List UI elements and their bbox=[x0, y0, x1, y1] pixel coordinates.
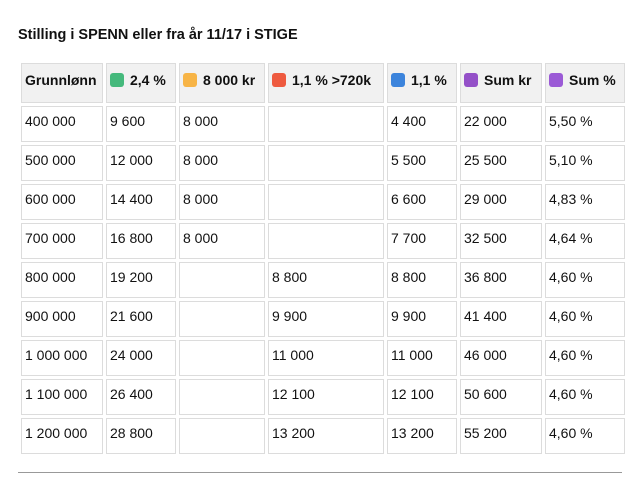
table-cell: 4,64 % bbox=[545, 223, 625, 259]
header-cell: 1,1 % bbox=[387, 63, 457, 103]
table-cell: 55 200 bbox=[460, 418, 542, 454]
header-cell: Grunnlønn bbox=[21, 63, 103, 103]
table-cell: 1 200 000 bbox=[21, 418, 103, 454]
table-cell: 700 000 bbox=[21, 223, 103, 259]
table-cell bbox=[179, 301, 265, 337]
header-text: 1,1 % >720k bbox=[292, 72, 372, 88]
table-cell: 5 500 bbox=[387, 145, 457, 181]
table-cell: 9 900 bbox=[387, 301, 457, 337]
table-cell: 28 800 bbox=[106, 418, 176, 454]
table-cell: 8 000 bbox=[179, 145, 265, 181]
icon bbox=[391, 73, 405, 87]
table-cell: 4,83 % bbox=[545, 184, 625, 220]
table-row: 500 000 12 000 8 000 5 500 25 500 5,10 % bbox=[21, 145, 625, 181]
table-cell: 50 600 bbox=[460, 379, 542, 415]
table-cell bbox=[179, 379, 265, 415]
header-cell: 1,1 % >720k bbox=[268, 63, 384, 103]
table-cell: 32 500 bbox=[460, 223, 542, 259]
table-cell: 500 000 bbox=[21, 145, 103, 181]
table-cell: 41 400 bbox=[460, 301, 542, 337]
header-text: Grunnlønn bbox=[25, 72, 97, 88]
table-cell: 11 000 bbox=[387, 340, 457, 376]
header-row: Grunnlønn 2,4 % 8 000 kr 1,1 % >720k 1,1… bbox=[21, 63, 625, 103]
table-row: 800 000 19 200 8 800 8 800 36 800 4,60 % bbox=[21, 262, 625, 298]
table-cell bbox=[179, 262, 265, 298]
icon bbox=[183, 73, 197, 87]
table-cell: 8 000 bbox=[179, 106, 265, 142]
table-cell: 7 700 bbox=[387, 223, 457, 259]
header-cell: Sum % bbox=[545, 63, 625, 103]
table-cell: 24 000 bbox=[106, 340, 176, 376]
table-cell: 46 000 bbox=[460, 340, 542, 376]
table-cell: 4,60 % bbox=[545, 262, 625, 298]
table-row: 600 000 14 400 8 000 6 600 29 000 4,83 % bbox=[21, 184, 625, 220]
table-cell: 4,60 % bbox=[545, 340, 625, 376]
header-text: 1,1 % bbox=[411, 72, 447, 88]
table-row: 700 000 16 800 8 000 7 700 32 500 4,64 % bbox=[21, 223, 625, 259]
table-cell: 5,10 % bbox=[545, 145, 625, 181]
table-cell: 5,50 % bbox=[545, 106, 625, 142]
table-cell: 36 800 bbox=[460, 262, 542, 298]
table-body: 400 000 9 600 8 000 4 400 22 000 5,50 % 500 00… bbox=[21, 106, 625, 454]
header-cell: 2,4 % bbox=[106, 63, 176, 103]
table-cell bbox=[179, 340, 265, 376]
table-cell: 16 800 bbox=[106, 223, 176, 259]
table-cell: 600 000 bbox=[21, 184, 103, 220]
table-cell: 4,60 % bbox=[545, 301, 625, 337]
table-row: 1 100 000 26 400 12 100 12 100 50 600 4,60 % bbox=[21, 379, 625, 415]
table-cell: 22 000 bbox=[460, 106, 542, 142]
table-cell: 12 100 bbox=[268, 379, 384, 415]
header-text: Sum % bbox=[569, 72, 616, 88]
header-text: 8 000 kr bbox=[203, 72, 256, 88]
table-row: 400 000 9 600 8 000 4 400 22 000 5,50 % bbox=[21, 106, 625, 142]
table-cell: 13 200 bbox=[387, 418, 457, 454]
table-cell: 21 600 bbox=[106, 301, 176, 337]
title: Stilling i SPENN eller fra år 11/17 i ST… bbox=[18, 27, 298, 43]
header-text: 2,4 % bbox=[130, 72, 166, 88]
table-row: 1 000 000 24 000 11 000 11 000 46 000 4,60 % bbox=[21, 340, 625, 376]
table-cell: 8 800 bbox=[387, 262, 457, 298]
table-cell bbox=[268, 184, 384, 220]
divider bbox=[18, 472, 622, 473]
icon bbox=[110, 73, 124, 87]
table-cell: 12 000 bbox=[106, 145, 176, 181]
table-cell: 1 100 000 bbox=[21, 379, 103, 415]
table: Grunnlønn 2,4 % 8 000 kr 1,1 % >720k 1,1… bbox=[18, 60, 628, 457]
table-cell: 4,60 % bbox=[545, 418, 625, 454]
table-cell: 26 400 bbox=[106, 379, 176, 415]
table-cell: 19 200 bbox=[106, 262, 176, 298]
table-cell: 4 400 bbox=[387, 106, 457, 142]
table-cell: 6 600 bbox=[387, 184, 457, 220]
icon bbox=[464, 73, 478, 87]
header-cell: 8 000 kr bbox=[179, 63, 265, 103]
table-cell: 8 800 bbox=[268, 262, 384, 298]
table-cell: 13 200 bbox=[268, 418, 384, 454]
table-cell: 11 000 bbox=[268, 340, 384, 376]
table-cell: 900 000 bbox=[21, 301, 103, 337]
table-cell bbox=[268, 223, 384, 259]
table-cell: 12 100 bbox=[387, 379, 457, 415]
table-row: 1 200 000 28 800 13 200 13 200 55 200 4,60 % bbox=[21, 418, 625, 454]
table-cell: 8 000 bbox=[179, 223, 265, 259]
table-cell: 4,60 % bbox=[545, 379, 625, 415]
icon bbox=[272, 73, 286, 87]
table-cell: 14 400 bbox=[106, 184, 176, 220]
table-cell: 9 600 bbox=[106, 106, 176, 142]
table-cell bbox=[268, 106, 384, 142]
table-cell bbox=[179, 418, 265, 454]
icon bbox=[549, 73, 563, 87]
table-cell: 1 000 000 bbox=[21, 340, 103, 376]
table-cell: 29 000 bbox=[460, 184, 542, 220]
table-cell bbox=[268, 145, 384, 181]
table-cell: 9 900 bbox=[268, 301, 384, 337]
table-cell: 25 500 bbox=[460, 145, 542, 181]
table-row: 900 000 21 600 9 900 9 900 41 400 4,60 % bbox=[21, 301, 625, 337]
header-cell: Sum kr bbox=[460, 63, 542, 103]
table-cell: 8 000 bbox=[179, 184, 265, 220]
header-text: Sum kr bbox=[484, 72, 532, 88]
table-cell: 400 000 bbox=[21, 106, 103, 142]
table-cell: 800 000 bbox=[21, 262, 103, 298]
